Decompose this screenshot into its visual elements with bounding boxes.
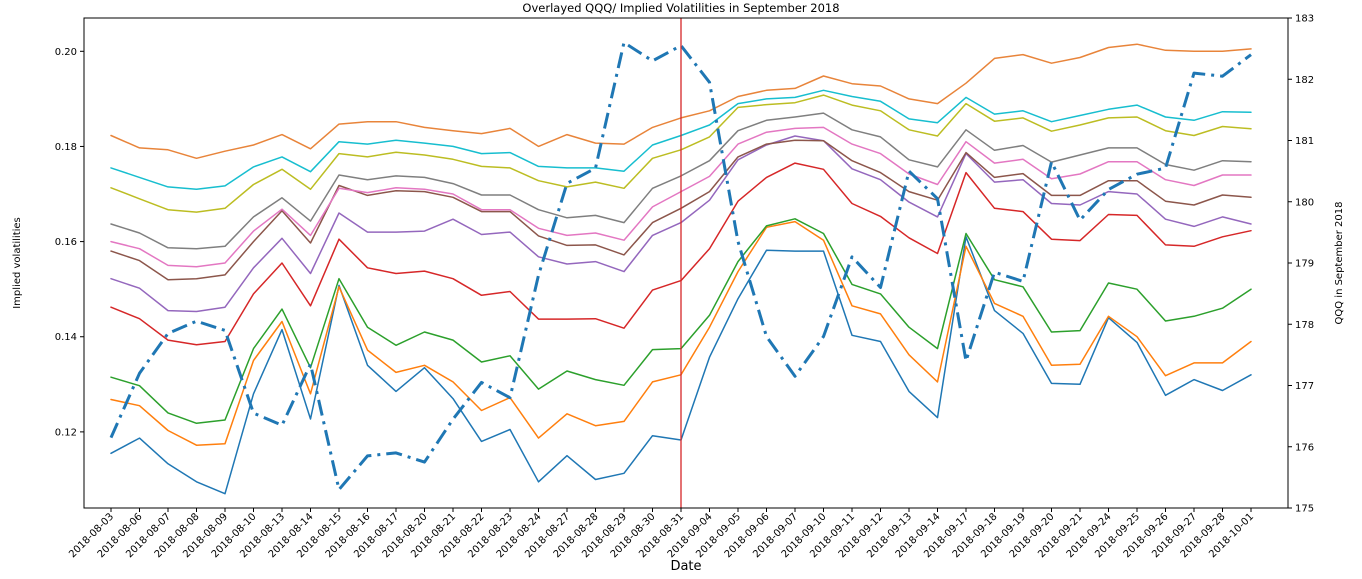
right-tick-label: 177 <box>1295 381 1314 392</box>
x-axis-label: Date <box>670 559 701 574</box>
right-tick-label: 176 <box>1295 442 1314 453</box>
right-tick-label: 180 <box>1295 197 1314 208</box>
right-tick-label: 183 <box>1295 14 1314 25</box>
left-axis-ticks: 0.12 0.14 0.16 0.18 0.20 <box>55 47 84 438</box>
left-tick-label: 0.18 <box>55 142 77 153</box>
left-tick-label: 0.16 <box>55 237 77 248</box>
right-tick-label: 182 <box>1295 75 1314 86</box>
left-tick-label: 0.20 <box>55 47 77 58</box>
right-axis-ticks: 175 176 177 178 179 180 181 182 183 <box>1288 14 1314 515</box>
left-tick-label: 0.12 <box>55 427 77 438</box>
left-tick-label: 0.14 <box>55 332 77 343</box>
right-tick-label: 179 <box>1295 259 1314 270</box>
y-axis-label-right: QQQ in September 2018 <box>1334 202 1345 325</box>
right-tick-label: 175 <box>1295 504 1314 515</box>
right-tick-label: 178 <box>1295 320 1314 331</box>
chart-title: Overlayed QQQ/ Implied Volatilities in S… <box>522 1 839 15</box>
series-line-qqq <box>109 41 1252 492</box>
right-tick-label: 181 <box>1295 136 1314 147</box>
y-axis-label-left: Implied volatilities <box>12 217 23 309</box>
